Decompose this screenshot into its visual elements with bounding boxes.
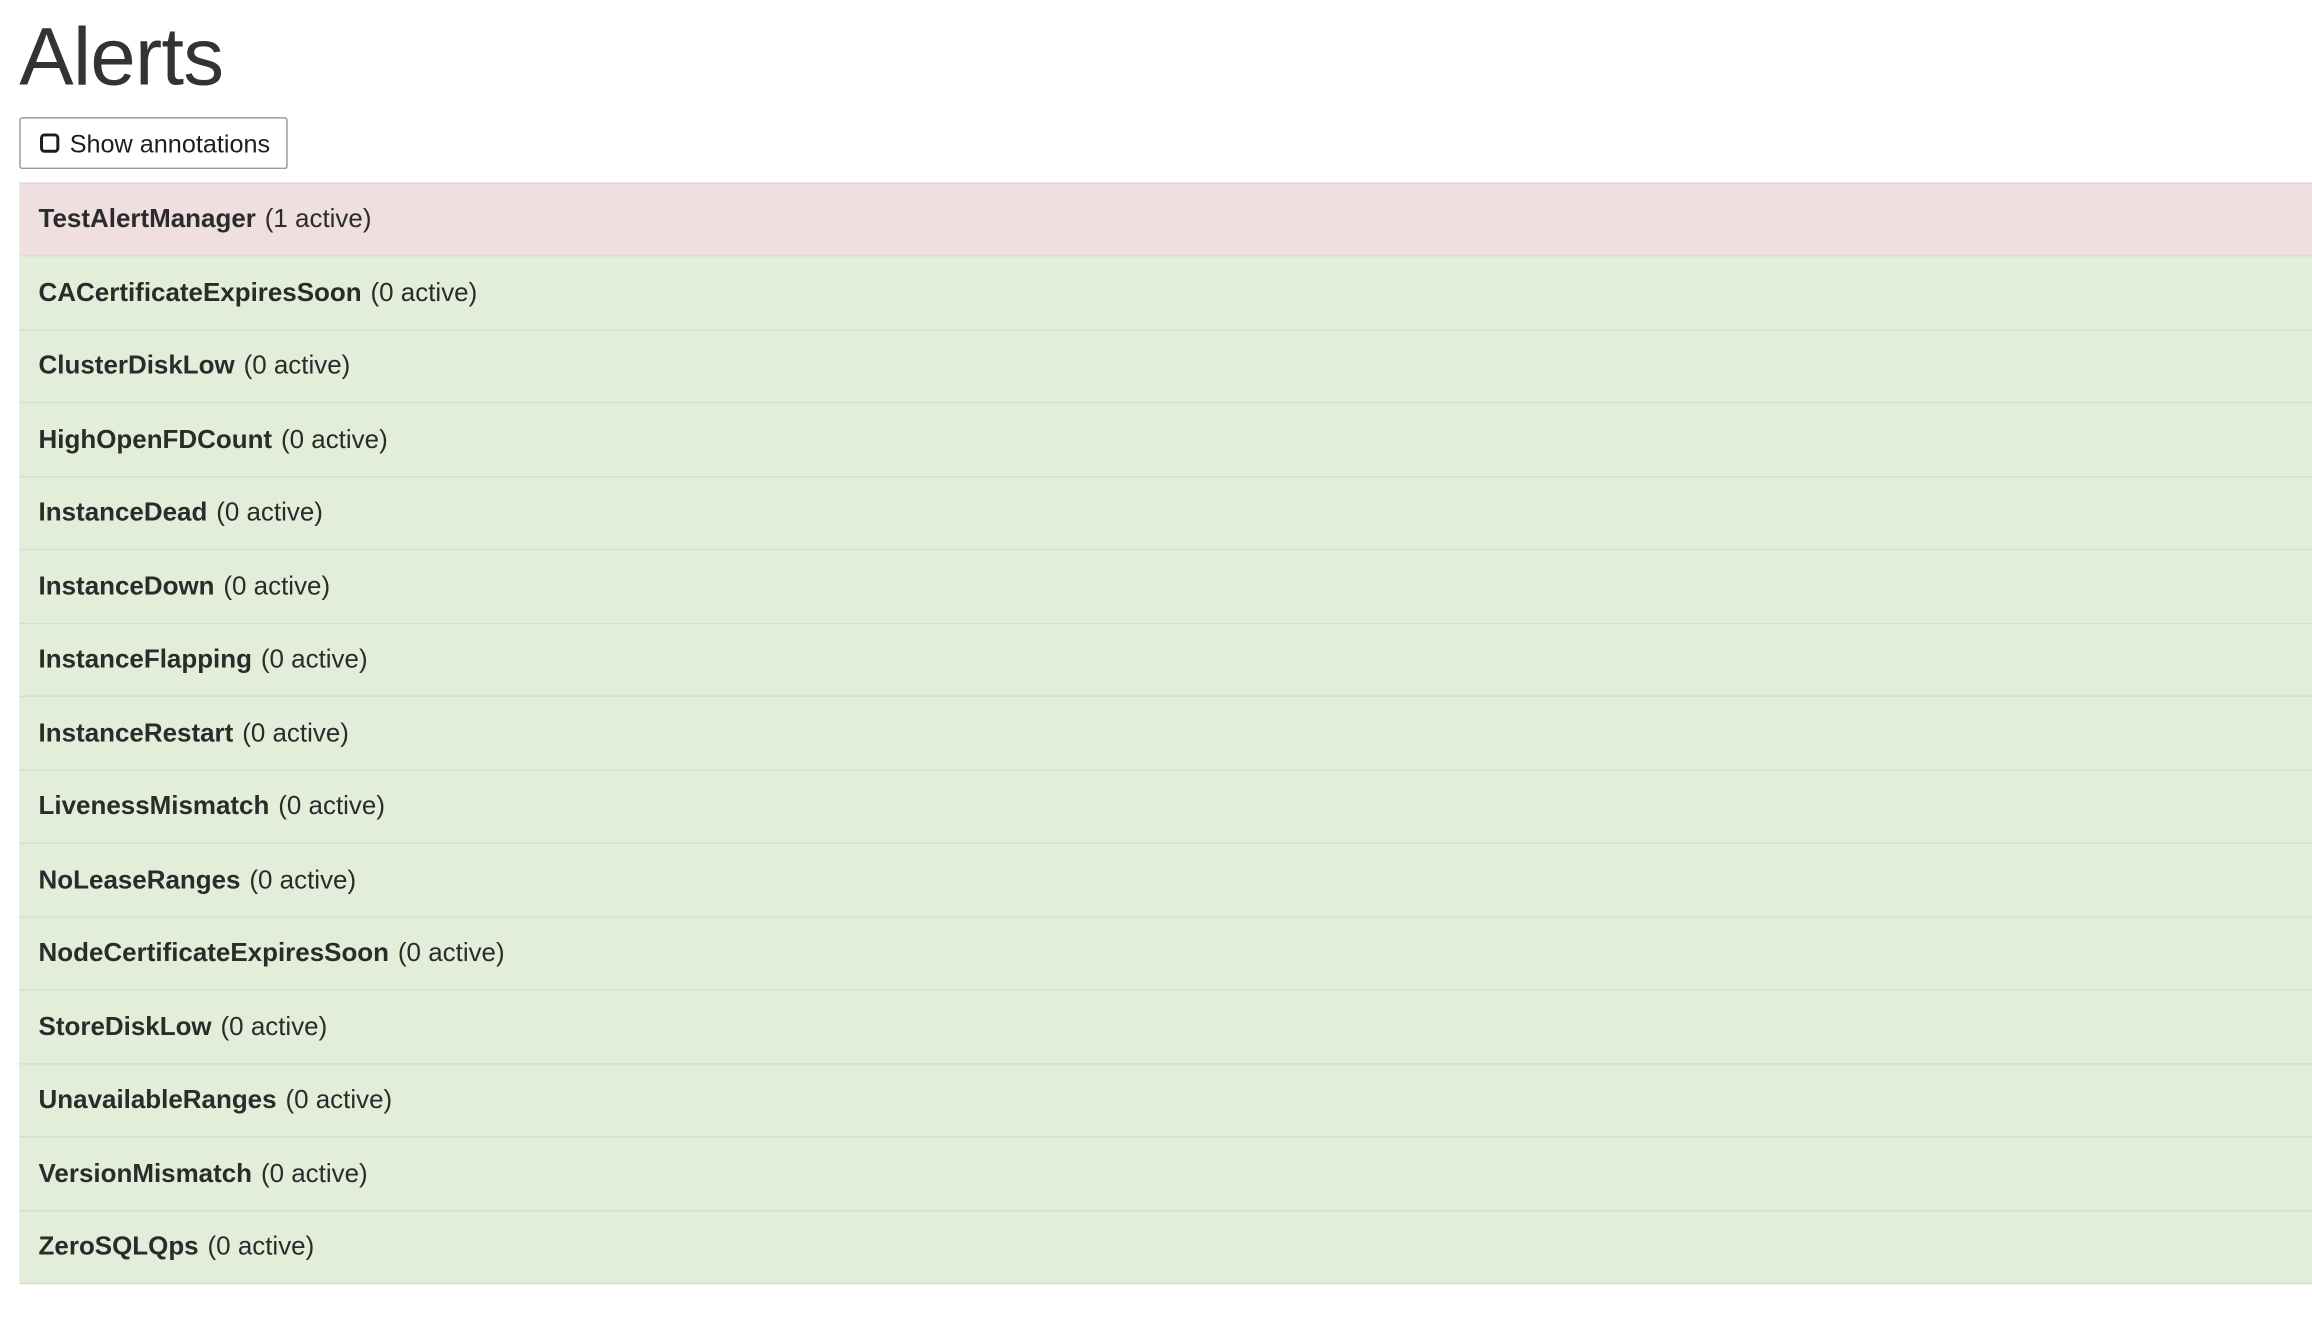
alert-active-count: (0 active) bbox=[220, 1011, 328, 1041]
alert-active-count: (0 active) bbox=[249, 864, 357, 894]
alert-name: StoreDiskLow bbox=[38, 1011, 212, 1041]
show-annotations-toggle[interactable]: Show annotations bbox=[19, 116, 288, 169]
alert-name: InstanceFlapping bbox=[38, 643, 252, 674]
alert-active-count: (0 active) bbox=[260, 643, 368, 674]
alert-name: InstanceRestart bbox=[38, 717, 234, 748]
alert-active-count: (0 active) bbox=[260, 1157, 368, 1188]
alert-row[interactable]: LivenessMismatch (0 active) bbox=[19, 768, 2312, 844]
alert-active-count: (0 active) bbox=[243, 350, 351, 381]
alert-name: VersionMismatch bbox=[38, 1157, 253, 1188]
alert-name: NoLeaseRanges bbox=[38, 864, 241, 894]
alert-row[interactable]: ZeroSQLQps (0 active) bbox=[19, 1209, 2312, 1285]
alert-row[interactable]: InstanceDead (0 active) bbox=[19, 475, 2312, 551]
alert-name: InstanceDown bbox=[38, 570, 215, 601]
alert-list: TestAlertManager (1 active) CACertificateE… bbox=[19, 181, 2312, 1285]
alert-name: HighOpenFDCount bbox=[38, 423, 273, 454]
alert-row[interactable]: InstanceFlapping (0 active) bbox=[19, 622, 2312, 698]
alert-name: LivenessMismatch bbox=[38, 790, 270, 821]
alert-name: InstanceDead bbox=[38, 497, 208, 527]
page-title: Alerts bbox=[19, 10, 224, 103]
alert-row[interactable]: InstanceRestart (0 active) bbox=[19, 695, 2312, 771]
alert-active-count: (0 active) bbox=[285, 1084, 393, 1115]
alert-active-count: (0 active) bbox=[370, 276, 478, 307]
show-annotations-label: Show annotations bbox=[69, 129, 271, 158]
alert-name: CACertificateExpiresSoon bbox=[38, 276, 362, 307]
alert-row[interactable]: InstanceDown (0 active) bbox=[19, 548, 2312, 624]
alert-row[interactable]: ClusterDiskLow (0 active) bbox=[19, 328, 2312, 404]
alert-active-count: (0 active) bbox=[207, 1231, 315, 1261]
alert-row[interactable]: VersionMismatch (0 active) bbox=[19, 1135, 2312, 1211]
alert-name: ClusterDiskLow bbox=[38, 350, 235, 381]
alert-name: NodeCertificateExpiresSoon bbox=[38, 937, 390, 968]
alert-active-count: (0 active) bbox=[278, 790, 385, 821]
alert-name: ZeroSQLQps bbox=[38, 1231, 199, 1261]
alert-row[interactable]: StoreDiskLow (0 active) bbox=[19, 989, 2312, 1065]
toolbar: Show annotations bbox=[0, 102, 2312, 169]
alert-active-count: (0 active) bbox=[397, 937, 505, 968]
alert-active-count: (0 active) bbox=[242, 717, 349, 748]
alert-row[interactable]: NoLeaseRanges (0 active) bbox=[19, 842, 2312, 918]
alert-active-count: (1 active) bbox=[264, 203, 372, 234]
alert-row[interactable]: CACertificateExpiresSoon (0 active) bbox=[19, 255, 2312, 330]
alert-row[interactable]: TestAlertManager (1 active) bbox=[19, 181, 2312, 257]
alert-row[interactable]: HighOpenFDCount (0 active) bbox=[19, 401, 2312, 477]
alert-name: TestAlertManager bbox=[38, 203, 256, 234]
alert-active-count: (0 active) bbox=[223, 570, 331, 601]
alert-name: UnavailableRanges bbox=[38, 1084, 277, 1115]
alert-active-count: (0 active) bbox=[216, 497, 323, 527]
alert-row[interactable]: UnavailableRanges (0 active) bbox=[19, 1062, 2312, 1138]
alert-row[interactable]: NodeCertificateExpiresSoon (0 active) bbox=[19, 915, 2312, 991]
checkbox-unchecked-icon bbox=[40, 132, 60, 153]
alert-active-count: (0 active) bbox=[280, 423, 388, 454]
